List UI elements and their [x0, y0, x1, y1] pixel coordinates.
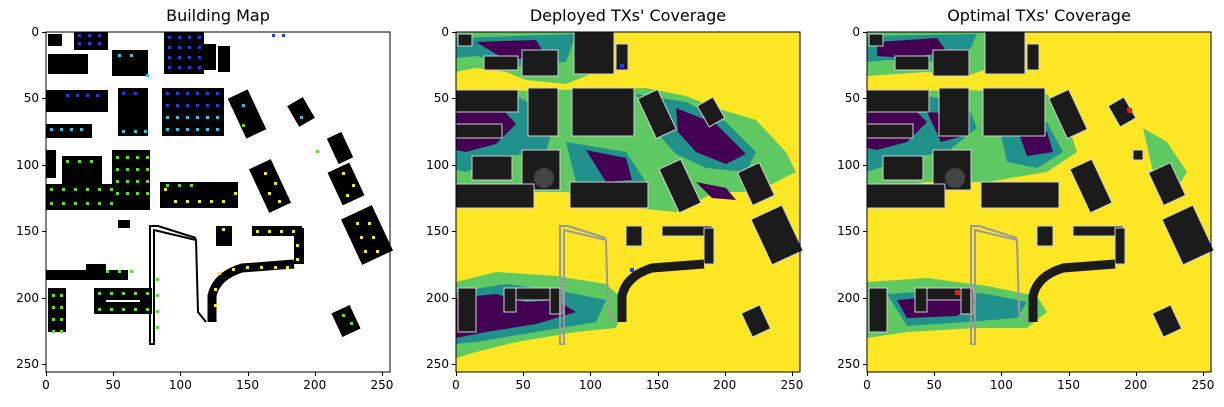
optimal-coverage-frame — [866, 31, 1212, 373]
x-tick-label: 250 — [370, 378, 394, 392]
y-tick-label: 150 — [837, 224, 860, 239]
y-tick-label: 100 — [16, 157, 39, 172]
x-tick-mark — [46, 372, 47, 376]
x-tick-label: 200 — [1124, 378, 1148, 392]
y-tick-mark — [863, 231, 867, 233]
y-tick-label: 150 — [16, 224, 39, 239]
y-tick-label: 50 — [433, 91, 449, 106]
x-tick-mark — [1068, 372, 1070, 376]
panel-title-building: Building Map — [166, 6, 270, 25]
x-tick-mark — [590, 372, 592, 376]
building-map-plot — [45, 31, 393, 373]
x-tick-mark — [791, 372, 793, 376]
x-tick-mark — [314, 372, 316, 376]
x-tick-mark — [113, 372, 115, 376]
x-tick-mark — [1001, 372, 1003, 376]
x-tick-mark — [180, 372, 182, 376]
x-tick-mark — [934, 372, 936, 376]
x-tick-label: 100 — [578, 378, 602, 392]
y-tick-label: 0 — [441, 25, 449, 39]
tx-markers — [50, 34, 379, 333]
x-tick-label: 100 — [989, 378, 1013, 392]
y-tick-label: 50 — [844, 91, 860, 106]
y-tick-mark — [863, 98, 867, 100]
y-tick-label: 150 — [426, 224, 449, 239]
x-tick-mark — [657, 372, 659, 376]
tx-markers — [620, 64, 634, 272]
y-tick-label: 100 — [837, 157, 860, 172]
x-tick-label: 250 — [1191, 378, 1215, 392]
building-outline — [149, 225, 207, 345]
building-outline — [559, 225, 617, 345]
y-tick-mark — [452, 98, 456, 100]
y-tick-label: 200 — [16, 290, 39, 305]
y-tick-mark — [452, 164, 456, 166]
x-tick-mark — [381, 372, 383, 376]
y-tick-mark — [863, 32, 867, 33]
x-tick-label: 250 — [780, 378, 804, 392]
y-tick-mark — [42, 164, 46, 166]
y-tick-mark — [452, 32, 456, 33]
x-tick-mark — [724, 372, 726, 376]
x-tick-label: 200 — [303, 378, 327, 392]
x-tick-label: 0 — [42, 378, 50, 392]
x-tick-label: 150 — [1057, 378, 1081, 392]
x-tick-mark — [867, 372, 868, 376]
x-tick-label: 50 — [515, 378, 531, 392]
y-tick-label: 250 — [426, 357, 449, 372]
building-map-frame — [45, 31, 391, 373]
round-building — [534, 168, 554, 188]
y-tick-mark — [42, 231, 46, 233]
optimal-coverage-plot — [866, 31, 1215, 373]
y-tick-mark — [42, 32, 46, 33]
x-tick-mark — [456, 372, 457, 376]
x-tick-label: 50 — [105, 378, 121, 392]
y-tick-label: 0 — [852, 25, 860, 39]
x-tick-label: 100 — [168, 378, 192, 392]
x-tick-mark — [247, 372, 249, 376]
panel-title-deployed: Deployed TXs' Coverage — [529, 6, 727, 25]
y-tick-label: 100 — [426, 157, 449, 172]
y-tick-mark — [42, 98, 46, 100]
coverage-buildings — [455, 31, 804, 338]
x-tick-label: 50 — [926, 378, 942, 392]
panel-title-optimal: Optimal TXs' Coverage — [947, 6, 1131, 25]
x-tick-label: 150 — [646, 378, 670, 392]
y-tick-label: 0 — [31, 25, 39, 39]
round-building — [945, 168, 965, 188]
coverage-buildings — [866, 31, 1215, 338]
x-tick-label: 0 — [863, 378, 871, 392]
y-tick-mark — [42, 297, 46, 299]
curved-building — [1028, 259, 1116, 322]
curved-building — [617, 259, 705, 322]
y-tick-label: 250 — [16, 357, 39, 372]
y-tick-label: 250 — [837, 357, 860, 372]
y-tick-mark — [452, 364, 456, 366]
x-tick-mark — [1202, 372, 1204, 376]
tx-markers — [955, 108, 1132, 295]
y-tick-mark — [863, 164, 867, 166]
y-tick-mark — [863, 297, 867, 299]
deployed-coverage-plot — [455, 31, 804, 373]
y-tick-mark — [452, 231, 456, 233]
coverage-none-regions — [456, 40, 746, 338]
x-tick-label: 0 — [452, 378, 460, 392]
curved-building — [207, 259, 295, 322]
y-tick-label: 50 — [23, 91, 39, 106]
x-tick-mark — [1135, 372, 1137, 376]
y-tick-label: 200 — [837, 290, 860, 305]
y-tick-mark — [42, 364, 46, 366]
x-tick-mark — [523, 372, 525, 376]
y-tick-label: 200 — [426, 290, 449, 305]
y-tick-mark — [863, 364, 867, 366]
x-tick-label: 200 — [713, 378, 737, 392]
y-tick-mark — [452, 297, 456, 299]
building-outline — [970, 225, 1028, 345]
deployed-coverage-frame — [455, 31, 801, 373]
x-tick-label: 150 — [236, 378, 260, 392]
